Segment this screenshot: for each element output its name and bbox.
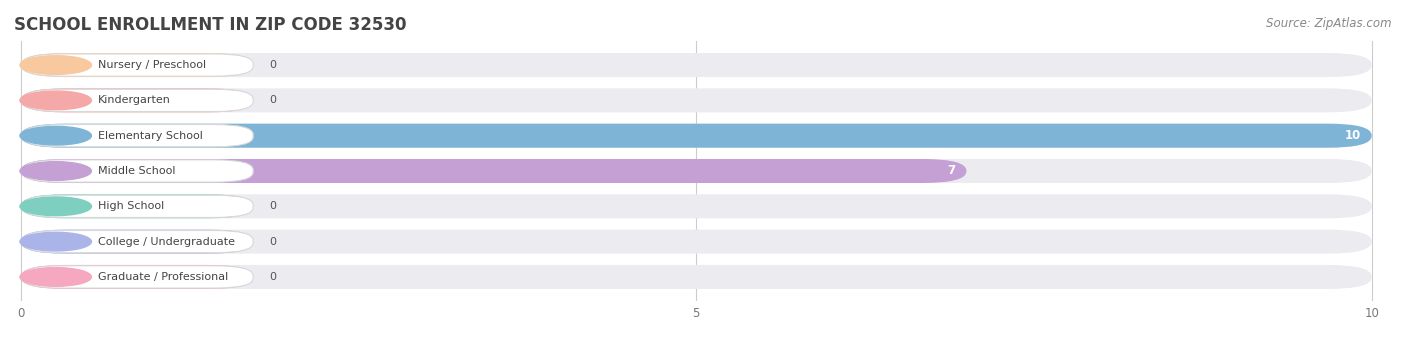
FancyBboxPatch shape [24,195,253,218]
FancyBboxPatch shape [21,194,253,218]
Text: High School: High School [98,201,165,211]
FancyBboxPatch shape [21,159,966,183]
FancyBboxPatch shape [21,159,1372,183]
FancyBboxPatch shape [24,231,253,253]
Text: Nursery / Preschool: Nursery / Preschool [98,60,207,70]
Text: College / Undergraduate: College / Undergraduate [98,237,235,247]
Text: SCHOOL ENROLLMENT IN ZIP CODE 32530: SCHOOL ENROLLMENT IN ZIP CODE 32530 [14,16,406,34]
Circle shape [20,267,91,286]
FancyBboxPatch shape [21,88,1372,113]
FancyBboxPatch shape [21,53,253,77]
FancyBboxPatch shape [21,265,253,289]
Text: 0: 0 [270,201,277,211]
Circle shape [20,162,91,180]
FancyBboxPatch shape [21,124,1372,148]
Circle shape [20,232,91,251]
FancyBboxPatch shape [21,194,1372,218]
Text: 0: 0 [270,95,277,105]
Text: 0: 0 [270,237,277,247]
FancyBboxPatch shape [24,266,253,288]
Text: Graduate / Professional: Graduate / Professional [98,272,228,282]
FancyBboxPatch shape [21,265,1372,289]
FancyBboxPatch shape [21,229,253,254]
FancyBboxPatch shape [21,53,1372,77]
Text: 0: 0 [270,60,277,70]
Text: Middle School: Middle School [98,166,176,176]
FancyBboxPatch shape [24,160,253,182]
FancyBboxPatch shape [24,54,253,76]
FancyBboxPatch shape [21,229,1372,254]
FancyBboxPatch shape [24,124,253,147]
Text: 0: 0 [270,272,277,282]
FancyBboxPatch shape [24,89,253,111]
Text: 7: 7 [948,165,956,177]
Circle shape [20,197,91,216]
FancyBboxPatch shape [21,88,253,113]
Circle shape [20,56,91,75]
Text: Source: ZipAtlas.com: Source: ZipAtlas.com [1267,17,1392,30]
Circle shape [20,126,91,145]
Text: 10: 10 [1344,129,1361,142]
FancyBboxPatch shape [21,124,1372,148]
Text: Kindergarten: Kindergarten [98,95,172,105]
Circle shape [20,91,91,110]
Text: Elementary School: Elementary School [98,131,202,141]
